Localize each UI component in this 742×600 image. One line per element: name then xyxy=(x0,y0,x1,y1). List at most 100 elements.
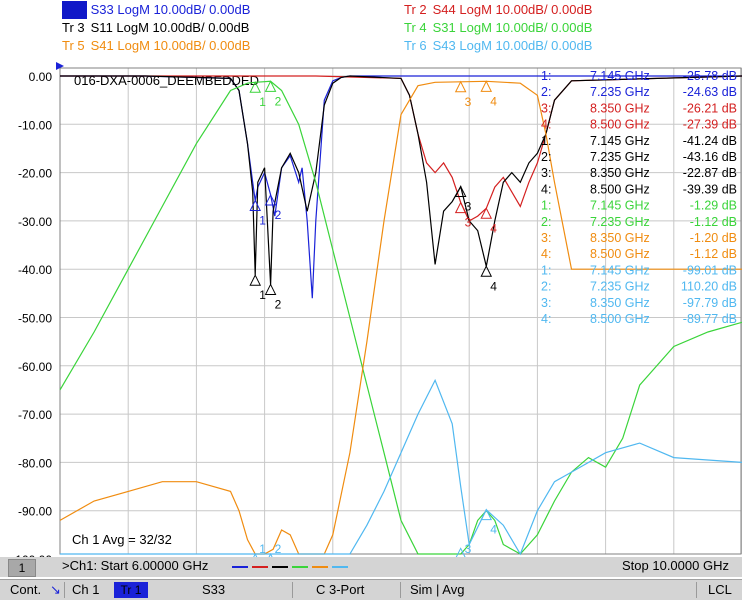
marker-row-frequency: 8.500 GHz xyxy=(590,247,650,261)
marker-row-frequency: 8.350 GHz xyxy=(590,296,650,310)
marker-row-index: 1: xyxy=(541,134,551,148)
calibration-indicator[interactable]: C 3-Port xyxy=(316,582,365,597)
marker-number: 1 xyxy=(259,542,266,556)
marker-row-value: -24.63 dB xyxy=(683,85,737,99)
legend-entry-s33[interactable]: Tr 1 S33 LogM 10.00dB/ 0.00dB xyxy=(62,1,250,19)
series-layer xyxy=(59,75,742,556)
status-divider xyxy=(696,582,697,598)
marker-row-value: -1.29 dB xyxy=(690,199,737,213)
marker-row-frequency: 7.235 GHz xyxy=(590,85,650,99)
marker-row-value: -1.20 dB xyxy=(690,231,737,245)
marker-row-index: 4: xyxy=(541,118,551,132)
legend-entry-s41[interactable]: Tr 5 S41 LogM 10.00dB/ 0.00dB xyxy=(62,37,250,55)
marker-number: 1 xyxy=(259,95,266,109)
marker-row-value: -1.12 dB xyxy=(690,247,737,261)
marker-row-frequency: 7.235 GHz xyxy=(590,215,650,229)
marker-row-value: -26.21 dB xyxy=(683,101,737,115)
marker-table: 1: 7.145 GHz -25.78 dB 2: 7.235 GHz -24.63 dB… xyxy=(541,69,737,326)
y-tick-label: -100.00 xyxy=(11,553,52,557)
marker-triangle-icon[interactable] xyxy=(249,81,262,93)
legend-entry-s43[interactable]: Tr 6 S43 LogM 10.00dB/ 0.00dB xyxy=(404,37,592,55)
marker-row-frequency: 8.500 GHz xyxy=(590,182,650,196)
marker-row-frequency: 7.145 GHz xyxy=(590,134,650,148)
lcl-indicator[interactable]: LCL xyxy=(708,582,732,597)
marker-number: 1 xyxy=(259,288,266,302)
marker-triangle-icon[interactable] xyxy=(249,274,262,286)
legend-trace-text: S41 LogM 10.00dB/ 0.00dB xyxy=(90,38,251,53)
marker-triangle-icon[interactable] xyxy=(480,265,493,277)
marker-row-frequency: 7.145 GHz xyxy=(590,263,650,277)
marker-number: 3 xyxy=(465,95,472,109)
marker-row-index: 2: xyxy=(541,150,551,164)
legend-trace-label: Tr 2 xyxy=(404,2,427,17)
marker-row-frequency: 8.500 GHz xyxy=(590,312,650,326)
channel-indicator[interactable]: Ch 1 xyxy=(72,582,100,597)
marker-number: 4 xyxy=(490,279,497,293)
active-trace-indicator[interactable]: Tr 1 xyxy=(114,582,148,598)
marker-number: 4 xyxy=(490,94,497,108)
marker-triangle-icon[interactable] xyxy=(454,80,467,93)
marker-row-frequency: 7.145 GHz xyxy=(590,199,650,213)
marker-row-index: 2: xyxy=(541,85,551,99)
y-tick-label: -70.00 xyxy=(18,408,52,422)
marker-number: 4 xyxy=(490,221,497,235)
marker-triangle-icon[interactable] xyxy=(454,201,467,214)
trace-color-legend xyxy=(232,566,348,568)
marker-row-index: 1: xyxy=(541,69,551,83)
legend-entry-s31[interactable]: Tr 4 S31 LogM 10.00dB/ 0.00dB xyxy=(404,19,592,37)
y-tick-label: -20.00 xyxy=(18,167,52,181)
sweep-arrow-icon: ↘ xyxy=(50,582,61,597)
marker-number: 2 xyxy=(275,208,282,222)
legend-trace-label: Tr 1 xyxy=(62,1,87,19)
legend-trace-text: S31 LogM 10.00dB/ 0.00dB xyxy=(432,20,593,35)
marker-triangle-icon[interactable] xyxy=(480,80,493,92)
reference-arrow-icon[interactable] xyxy=(56,62,64,70)
marker-triangle-icon[interactable] xyxy=(249,199,262,212)
marker-triangle-icon[interactable] xyxy=(264,80,277,92)
y-tick-label: -80.00 xyxy=(18,456,52,470)
legend-trace-label: Tr 6 xyxy=(404,38,427,53)
marker-row-index: 1: xyxy=(541,263,551,277)
stop-frequency[interactable]: Stop 10.0000 GHz xyxy=(622,558,729,573)
legend-entry-s44[interactable]: Tr 2 S44 LogM 10.00dB/ 0.00dB xyxy=(404,1,592,19)
marker-row-value: -27.39 dB xyxy=(683,118,737,132)
sim-avg-indicator[interactable]: Sim | Avg xyxy=(410,582,465,597)
marker-row-value: -41.24 dB xyxy=(683,134,737,148)
parameter-indicator[interactable]: S33 xyxy=(202,582,226,597)
marker-number: 2 xyxy=(275,542,282,556)
marker-triangle-icon[interactable] xyxy=(455,547,466,557)
grid-layer xyxy=(59,67,742,555)
marker-triangle-icon[interactable] xyxy=(454,185,467,197)
marker-triangle-icon[interactable] xyxy=(264,193,277,206)
y-tick-label: -50.00 xyxy=(18,312,52,326)
marker-row-frequency: 7.145 GHz xyxy=(590,69,650,83)
start-frequency[interactable]: >Ch1: Start 6.00000 GHz xyxy=(62,558,209,573)
marker-row-index: 3: xyxy=(541,101,551,115)
marker-row-frequency: 8.350 GHz xyxy=(590,101,650,115)
marker-row-index: 2: xyxy=(541,215,551,229)
marker-row-index: 2: xyxy=(541,280,551,294)
y-tick-label: -30.00 xyxy=(18,215,52,229)
legend-entry-s11[interactable]: Tr 3 S11 LogM 10.00dB/ 0.00dB xyxy=(62,19,249,37)
legend-trace-text: S11 LogM 10.00dB/ 0.00dB xyxy=(90,20,250,35)
cont-button[interactable]: Cont. xyxy=(10,582,42,597)
marker-triangle-icon[interactable] xyxy=(480,508,493,521)
legend-trace-text: S33 LogM 10.00dB/ 0.00dB xyxy=(90,2,251,17)
y-tick-labels: 0.00 -10.00 -20.00 -30.00 -40.00 -50.00 -60.00… xyxy=(11,70,52,557)
marker-row-frequency: 8.500 GHz xyxy=(590,118,650,132)
marker-number: 1 xyxy=(259,214,266,228)
channel-number[interactable]: 1 xyxy=(8,559,36,577)
marker-triangle-icon[interactable] xyxy=(264,283,277,295)
marker-row-frequency: 8.350 GHz xyxy=(590,166,650,180)
marker-row-value: -99.01 dB xyxy=(683,263,737,277)
marker-number: 2 xyxy=(275,94,282,108)
marker-row-index: 4: xyxy=(541,182,551,196)
marker-triangle-icon[interactable] xyxy=(480,207,493,219)
trace-legend: Tr 1 S33 LogM 10.00dB/ 0.00dB Tr 2 S44 LogM… xyxy=(0,0,742,68)
marker-row-value: -39.39 dB xyxy=(683,182,737,196)
marker-number: 3 xyxy=(465,542,472,556)
marker-row-frequency: 7.235 GHz xyxy=(590,280,650,294)
marker-row-index: 3: xyxy=(541,296,551,310)
marker-row-index: 3: xyxy=(541,166,551,180)
